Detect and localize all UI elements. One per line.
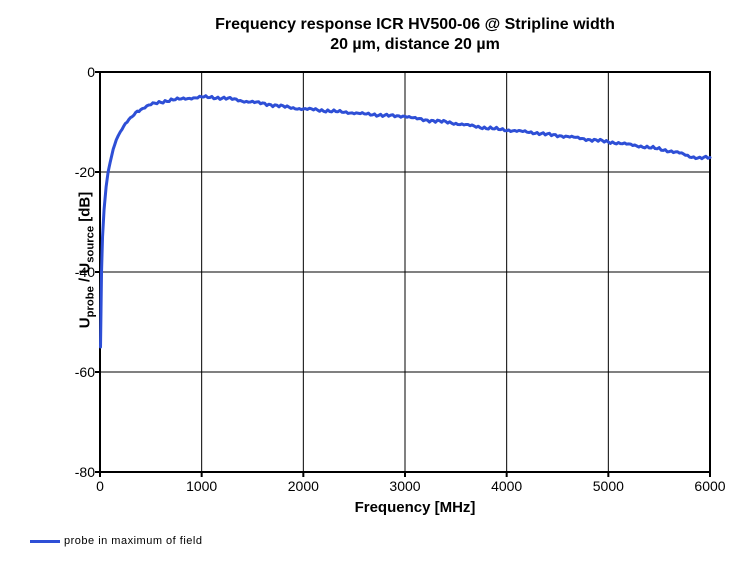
chart-container: Frequency response ICR HV500-06 @ Stripl… (0, 0, 750, 561)
chart-title: Frequency response ICR HV500-06 @ Stripl… (100, 15, 730, 55)
x-tick-label: 1000 (186, 478, 217, 494)
legend: probe in maximum of field (30, 535, 202, 547)
x-tick-label: 6000 (694, 478, 725, 494)
x-tick-label: 2000 (288, 478, 319, 494)
x-tick-label: 4000 (491, 478, 522, 494)
title-line-2: 20 µm, distance 20 µm (330, 36, 500, 53)
x-tick-label: 0 (96, 478, 104, 494)
legend-label: probe in maximum of field (64, 535, 202, 547)
x-tick-label: 5000 (593, 478, 624, 494)
y-tick-label: -40 (60, 264, 95, 280)
y-tick-label: -20 (60, 164, 95, 180)
plot-area (100, 72, 710, 472)
y-axis-label: Uprobe / Usource [dB] (76, 192, 96, 329)
y-tick-label: 0 (60, 64, 95, 80)
legend-swatch (30, 540, 60, 543)
x-axis-label: Frequency [MHz] (100, 499, 730, 516)
x-tick-label: 3000 (389, 478, 420, 494)
y-tick-label: -80 (60, 464, 95, 480)
y-tick-label: -60 (60, 364, 95, 380)
chart-svg (100, 72, 710, 472)
title-line-1: Frequency response ICR HV500-06 @ Stripl… (215, 16, 615, 33)
